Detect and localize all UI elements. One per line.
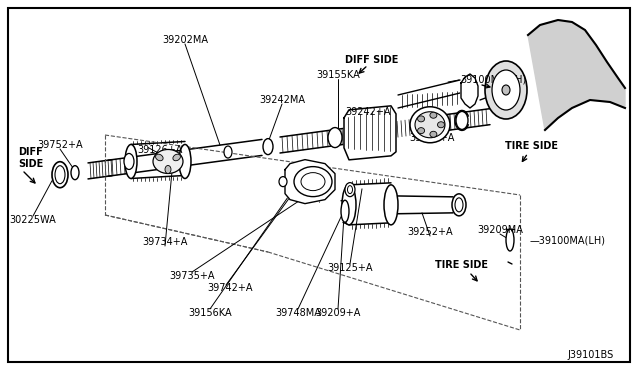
Text: 39155KA: 39155KA (316, 70, 360, 80)
Ellipse shape (153, 150, 183, 173)
Ellipse shape (415, 112, 445, 138)
Ellipse shape (356, 125, 368, 143)
Ellipse shape (506, 229, 514, 251)
Ellipse shape (492, 70, 520, 110)
Ellipse shape (224, 146, 232, 158)
Text: 39100MA(LH): 39100MA(LH) (460, 74, 526, 84)
Text: 39742+A: 39742+A (207, 283, 253, 293)
Ellipse shape (502, 85, 510, 95)
Ellipse shape (452, 194, 466, 216)
Ellipse shape (456, 112, 468, 129)
Ellipse shape (294, 167, 332, 197)
Text: TIRE SIDE: TIRE SIDE (506, 141, 559, 151)
Ellipse shape (328, 128, 342, 148)
Text: DIFF
SIDE: DIFF SIDE (18, 147, 44, 169)
Ellipse shape (430, 112, 437, 118)
Ellipse shape (279, 177, 287, 187)
Ellipse shape (173, 154, 180, 161)
Text: 39242+A: 39242+A (345, 107, 391, 117)
Text: 30225WA: 30225WA (10, 215, 56, 225)
Text: 39156KA: 39156KA (188, 308, 232, 318)
Polygon shape (344, 106, 396, 160)
Ellipse shape (418, 116, 424, 122)
Text: 39209+A: 39209+A (316, 308, 361, 318)
Ellipse shape (438, 122, 445, 128)
Ellipse shape (165, 166, 171, 173)
Ellipse shape (430, 131, 437, 137)
Text: 39734+A: 39734+A (142, 237, 188, 247)
Text: 39752+A: 39752+A (37, 140, 83, 150)
Text: J39101BS: J39101BS (568, 350, 614, 360)
Text: 39748MA: 39748MA (275, 308, 321, 318)
Ellipse shape (71, 166, 79, 180)
Ellipse shape (156, 154, 163, 161)
Ellipse shape (125, 144, 137, 179)
Text: 39735+A: 39735+A (169, 271, 215, 281)
Ellipse shape (345, 183, 355, 197)
Text: 39125+A: 39125+A (327, 263, 372, 273)
Text: 39242MA: 39242MA (259, 95, 305, 105)
Polygon shape (528, 20, 625, 130)
Polygon shape (461, 74, 478, 108)
Ellipse shape (341, 200, 349, 222)
Ellipse shape (179, 144, 191, 179)
Text: 39202MA: 39202MA (162, 35, 208, 45)
Text: TIRE SIDE: TIRE SIDE (435, 260, 488, 270)
Ellipse shape (418, 128, 424, 134)
Ellipse shape (485, 61, 527, 119)
Ellipse shape (342, 185, 356, 225)
Polygon shape (285, 160, 335, 203)
Text: —39100MA(LH): —39100MA(LH) (530, 235, 606, 245)
Ellipse shape (410, 107, 450, 143)
Text: 39126+A: 39126+A (138, 145, 182, 155)
Ellipse shape (384, 185, 398, 225)
Text: DIFF SIDE: DIFF SIDE (346, 55, 399, 65)
Ellipse shape (52, 162, 68, 188)
Ellipse shape (263, 139, 273, 155)
Text: 39209MA: 39209MA (477, 225, 523, 235)
Ellipse shape (124, 154, 134, 170)
Text: 39252+A: 39252+A (407, 227, 453, 237)
Text: 39234+A: 39234+A (410, 133, 454, 143)
